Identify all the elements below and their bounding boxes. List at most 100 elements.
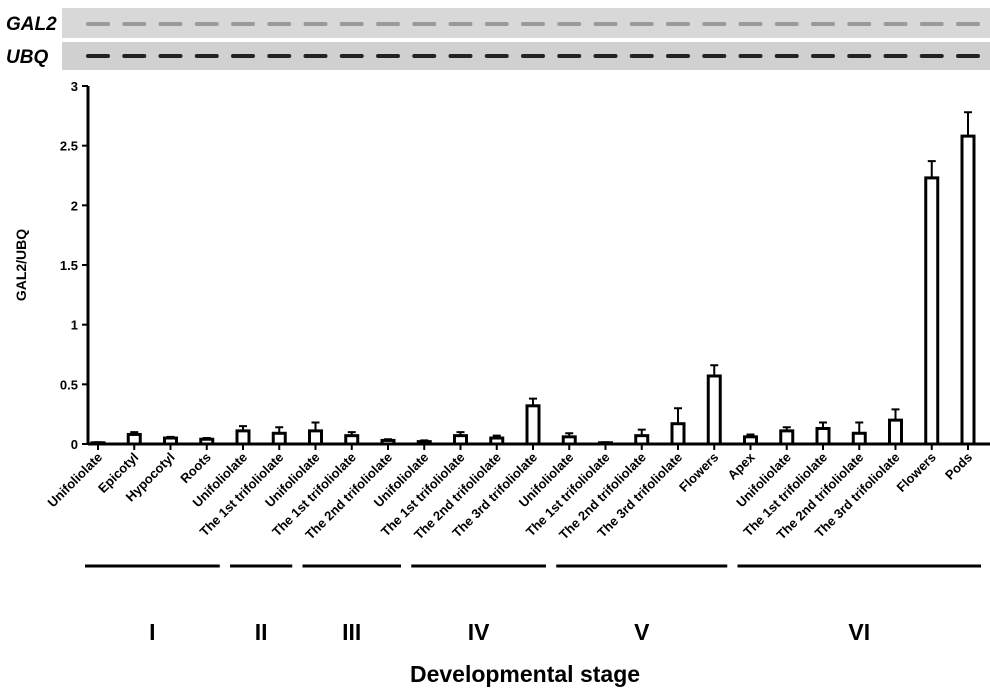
bar xyxy=(273,433,285,444)
x-tick-label: Pods xyxy=(942,450,975,483)
gel-band xyxy=(412,54,436,58)
bar xyxy=(165,438,177,444)
gel-band xyxy=(304,22,328,26)
bar xyxy=(201,439,213,444)
gel-band xyxy=(195,54,219,58)
gel-band xyxy=(920,54,944,58)
y-tick-label: 3 xyxy=(71,79,78,94)
gel-band xyxy=(956,22,980,26)
group-label: III xyxy=(342,619,361,645)
bar xyxy=(418,442,430,444)
y-tick-label: 1.5 xyxy=(60,258,78,273)
gel-band xyxy=(122,22,146,26)
gel-label: GAL2 xyxy=(6,14,57,35)
error-bar xyxy=(602,442,610,443)
error-bar xyxy=(928,161,936,178)
bar xyxy=(346,436,358,444)
gel-band xyxy=(449,54,473,58)
chart: GAL2 UBQ GAL2/UBQ Developmental stage 0 0… xyxy=(0,0,990,691)
y-tick-label: 2 xyxy=(71,198,78,213)
error-bar xyxy=(855,423,863,434)
gel-band xyxy=(267,22,291,26)
y-tick-label: 0.5 xyxy=(60,377,78,392)
bar xyxy=(237,431,249,444)
gel-band xyxy=(122,54,146,58)
bar xyxy=(890,420,902,444)
error-bar xyxy=(674,408,682,424)
bar xyxy=(781,431,793,444)
gel-band xyxy=(702,54,726,58)
group-label: I xyxy=(149,619,155,645)
x-axis-title: Developmental stage xyxy=(410,661,640,687)
gel-band xyxy=(847,22,871,26)
gel-band xyxy=(449,22,473,26)
gel-band xyxy=(376,22,400,26)
gel-band xyxy=(884,54,908,58)
gel-band xyxy=(340,22,364,26)
y-axis-title: GAL2/UBQ xyxy=(13,229,29,301)
gel-band xyxy=(884,22,908,26)
bar xyxy=(672,424,684,444)
x-tick-label: Flowers xyxy=(894,450,939,495)
gel-band xyxy=(594,22,618,26)
gel-band xyxy=(195,22,219,26)
x-tick-label: Flowers xyxy=(676,450,721,495)
gel-band xyxy=(702,22,726,26)
x-tick-label: Apex xyxy=(725,449,759,483)
error-bar xyxy=(892,409,900,420)
gel-band xyxy=(521,54,545,58)
y-tick-label: 2.5 xyxy=(60,139,78,154)
group-label: VI xyxy=(848,619,870,645)
gel-band xyxy=(594,54,618,58)
gel-band xyxy=(956,54,980,58)
y-tick-label: 1 xyxy=(71,318,78,333)
error-bar xyxy=(94,442,102,443)
bar xyxy=(853,433,865,444)
bar xyxy=(310,431,322,444)
group-label: II xyxy=(255,619,268,645)
bar xyxy=(708,376,720,444)
gel-band xyxy=(557,22,581,26)
gel-label: UBQ xyxy=(6,47,48,68)
gel-band xyxy=(86,22,110,26)
gel-band xyxy=(159,22,183,26)
gel-band xyxy=(521,22,545,26)
bar xyxy=(817,428,829,444)
bar xyxy=(527,406,539,444)
gel-band xyxy=(376,54,400,58)
gel-band xyxy=(267,54,291,58)
bar xyxy=(128,434,140,444)
gel-band xyxy=(304,54,328,58)
gel-band xyxy=(739,54,763,58)
gel-band xyxy=(630,54,654,58)
error-bar xyxy=(710,365,718,376)
gel-band xyxy=(231,54,255,58)
gel-band xyxy=(666,54,690,58)
gel-band xyxy=(666,22,690,26)
group-label: IV xyxy=(468,619,490,645)
bar xyxy=(382,440,394,444)
bar xyxy=(563,437,575,444)
y-tick-label: 0 xyxy=(71,437,78,452)
gel-band xyxy=(557,54,581,58)
bar xyxy=(926,178,938,444)
gel-band xyxy=(159,54,183,58)
gel-band xyxy=(811,54,835,58)
gel-band xyxy=(86,54,110,58)
gel-band xyxy=(485,22,509,26)
gel-band xyxy=(847,54,871,58)
bar xyxy=(745,437,757,444)
error-bar xyxy=(964,112,972,136)
bar xyxy=(962,136,974,444)
gel-band xyxy=(412,22,436,26)
bar xyxy=(636,436,648,444)
gel-band xyxy=(485,54,509,58)
gel-band xyxy=(231,22,255,26)
gel-band xyxy=(775,22,799,26)
gel-band xyxy=(630,22,654,26)
group-label: V xyxy=(634,619,650,645)
gel-band xyxy=(811,22,835,26)
x-tick-label: Unifoliolate xyxy=(44,450,105,511)
gel-band xyxy=(775,54,799,58)
bar xyxy=(455,436,467,444)
